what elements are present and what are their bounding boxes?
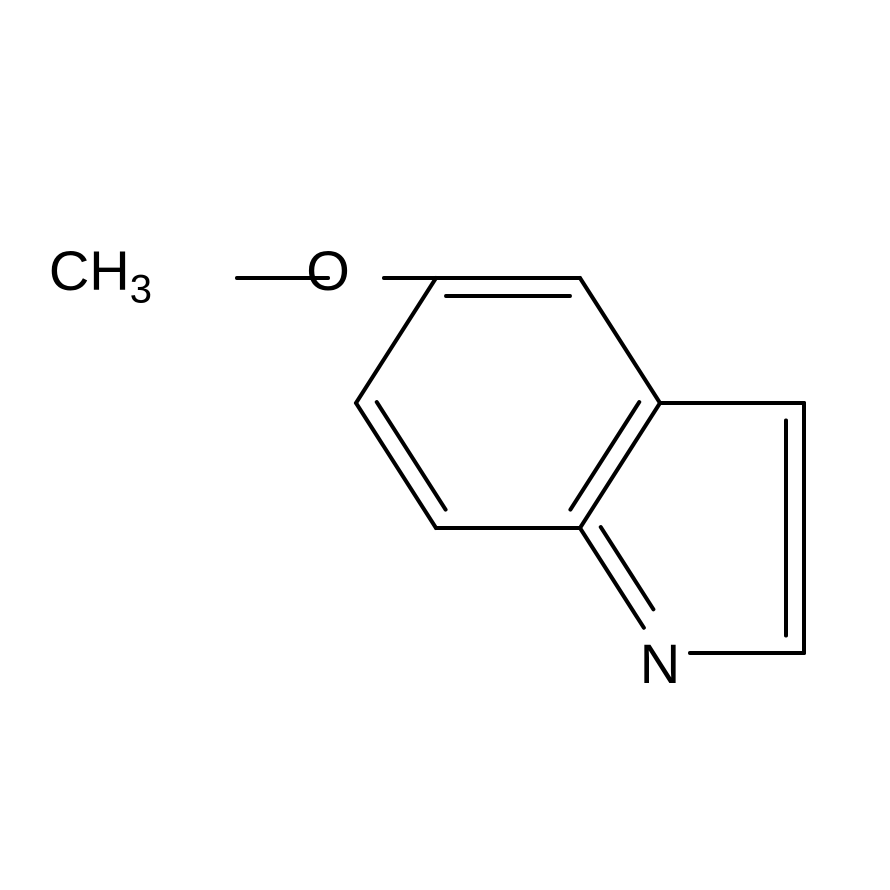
atom-label-N5: N <box>640 632 680 695</box>
chemical-structure-svg: N O CH3 <box>0 0 890 890</box>
atom-label-CH3: CH3 <box>49 239 152 311</box>
atom-label-O10: O <box>306 239 350 302</box>
